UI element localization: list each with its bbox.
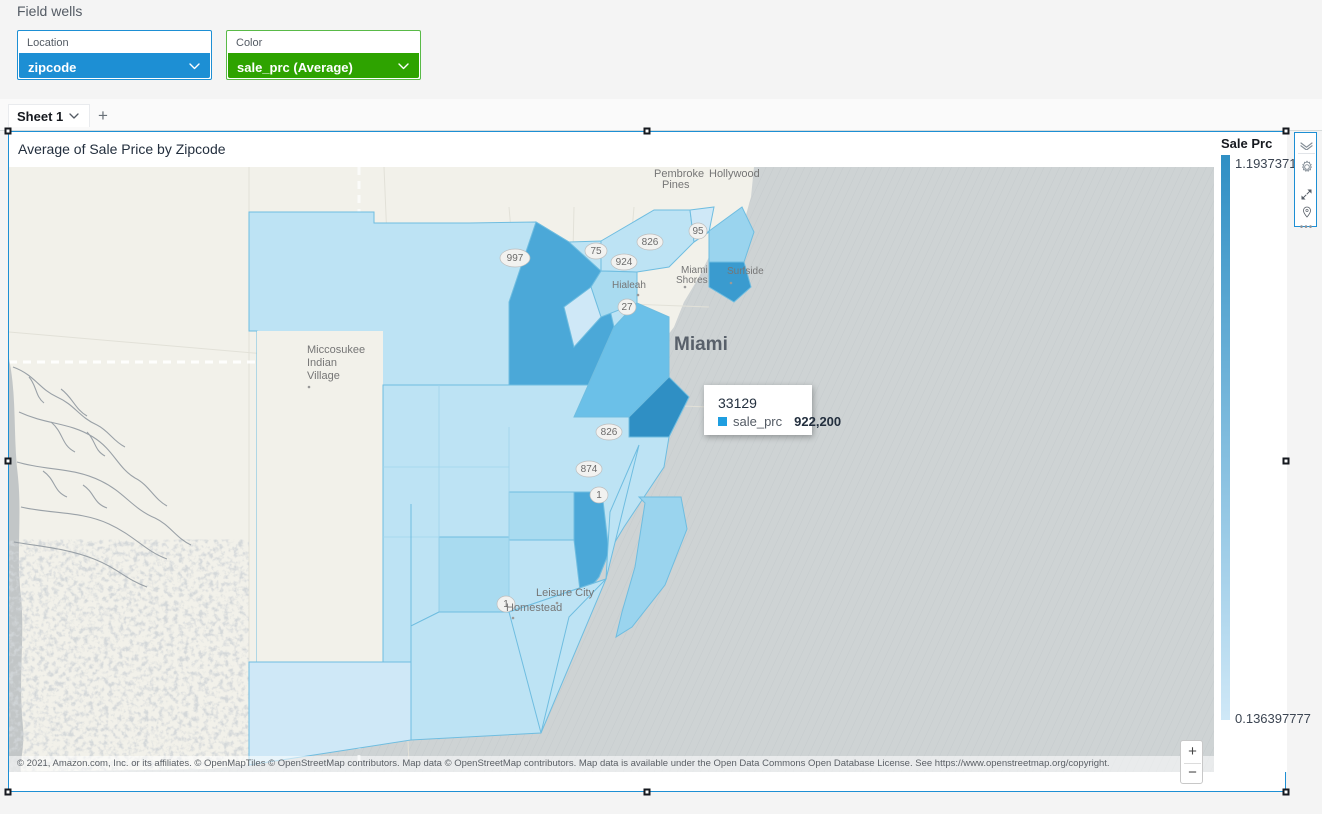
svg-text:Shores: Shores <box>676 275 708 286</box>
svg-text:826: 826 <box>642 237 659 248</box>
svg-text:826: 826 <box>601 427 618 438</box>
svg-text:27: 27 <box>621 302 633 313</box>
svg-text:1: 1 <box>596 490 602 501</box>
svg-text:924: 924 <box>616 257 633 268</box>
svg-text:Homestead: Homestead <box>506 602 562 614</box>
svg-text:Pines: Pines <box>662 179 690 191</box>
svg-text:75: 75 <box>590 246 602 257</box>
svg-text:95: 95 <box>692 226 704 237</box>
svg-text:997: 997 <box>507 253 524 264</box>
svg-text:Miami: Miami <box>674 334 728 355</box>
svg-text:874: 874 <box>581 464 598 475</box>
svg-text:Hialeah: Hialeah <box>612 280 646 291</box>
svg-text:Indian: Indian <box>307 357 337 369</box>
svg-text:Leisure City: Leisure City <box>536 587 595 599</box>
svg-text:Miccosukee: Miccosukee <box>307 344 365 356</box>
svg-text:Hollywood: Hollywood <box>709 168 760 180</box>
svg-text:Surfside: Surfside <box>727 266 764 277</box>
svg-text:Village: Village <box>307 370 340 382</box>
